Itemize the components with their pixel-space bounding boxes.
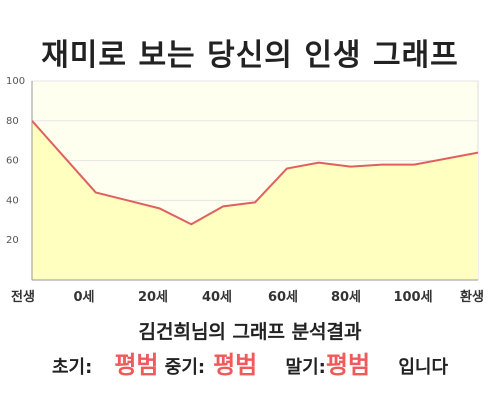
- y-tick-label: 40: [6, 195, 19, 206]
- y-tick-label: 60: [6, 156, 19, 167]
- x-tick-label: 0세: [73, 290, 94, 305]
- y-tick-label: 20: [6, 235, 19, 246]
- mid-value: 평범: [213, 351, 258, 379]
- early-value: 평범: [114, 351, 159, 379]
- y-tick-label: 80: [6, 116, 19, 127]
- mid-label: 중기:: [164, 357, 206, 378]
- x-tick-label: 20세: [138, 290, 168, 305]
- page-title: 재미로 보는 당신의 인생 그래프: [41, 38, 459, 73]
- x-tick-label: 환생: [460, 289, 484, 305]
- x-tick-label: 80세: [331, 290, 361, 305]
- y-tick-label: 100: [6, 76, 25, 87]
- life-area-fill: [32, 120, 478, 280]
- late-label: 말기:: [285, 357, 326, 378]
- result-suffix: 입니다: [398, 357, 449, 378]
- analysis-title: 김건희님의 그래프 분석결과: [138, 321, 362, 343]
- x-tick-label: 60세: [268, 290, 298, 305]
- x-tick-label: 전생: [11, 289, 35, 305]
- late-value: 평범: [325, 351, 371, 379]
- x-tick-labels: 전생 0세 20세 40세 60세 80세 100세 환생: [11, 289, 484, 305]
- x-tick-label: 40세: [202, 290, 232, 305]
- analysis-result: 초기: 평범 중기: 평범 말기:평범 입니다: [0, 345, 500, 380]
- y-tick-labels: 20 40 60 80 100: [6, 76, 25, 246]
- x-tick-label: 100세: [393, 290, 432, 305]
- early-label: 초기:: [51, 357, 93, 378]
- life-line: [31, 120, 479, 226]
